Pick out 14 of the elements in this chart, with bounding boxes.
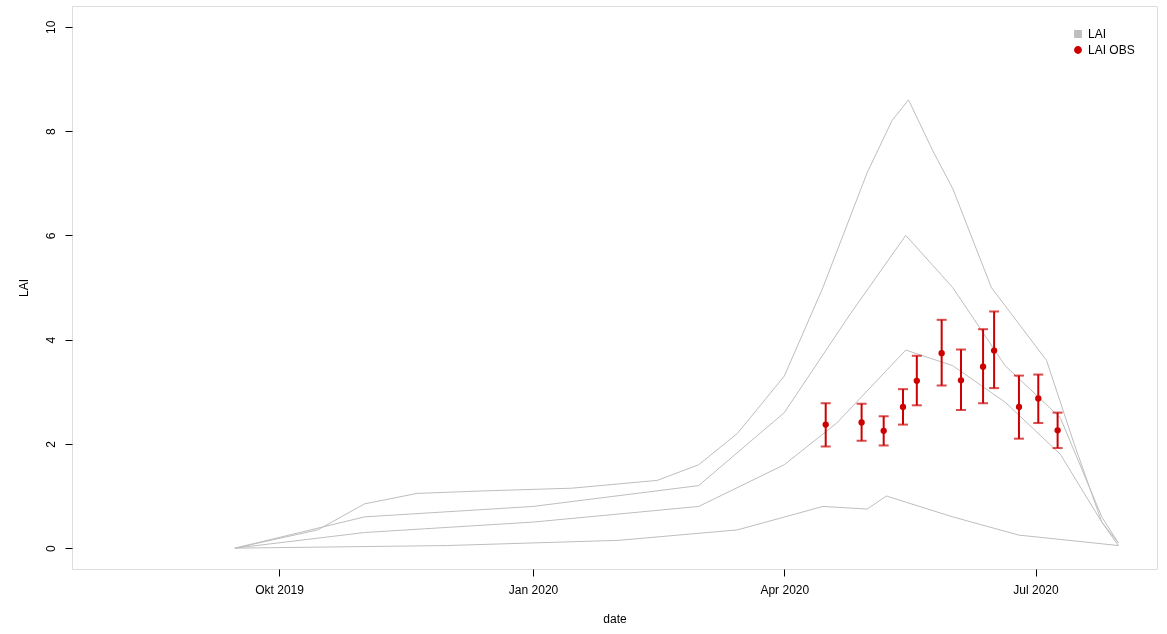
x-tick-label: Apr 2020	[760, 582, 810, 597]
y-tick-label: 10	[43, 20, 58, 35]
y-tick-label: 8	[43, 127, 58, 135]
x-tick-label: Okt 2019	[255, 582, 305, 597]
y-tick-label: 6	[43, 232, 58, 240]
legend-label: LAI	[1088, 27, 1107, 41]
x-tick-label: Jan 2020	[508, 582, 559, 597]
legend-label: LAI OBS	[1088, 43, 1135, 57]
y-tick-label: 4	[43, 336, 58, 344]
y-tick-label: 0	[43, 544, 58, 552]
x-tick-label: Jul 2020	[1013, 582, 1060, 597]
y-tick-label: 2	[43, 440, 58, 448]
x-axis-title: date	[603, 611, 627, 626]
y-axis-title: LAI	[16, 278, 31, 298]
